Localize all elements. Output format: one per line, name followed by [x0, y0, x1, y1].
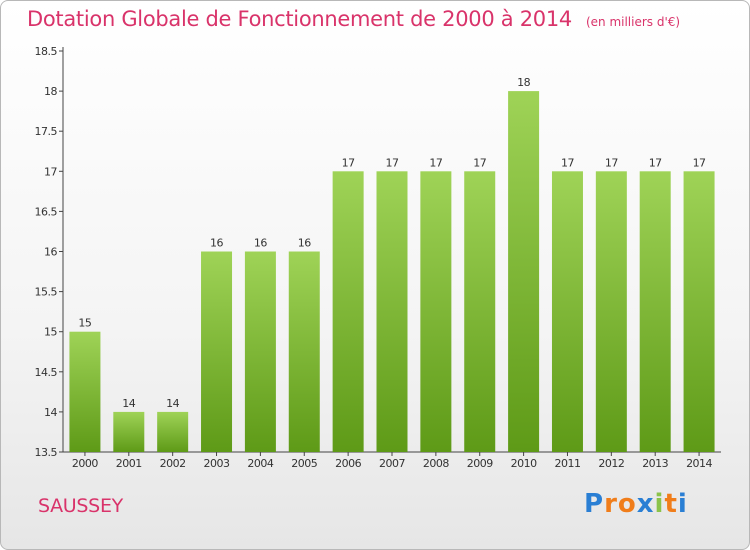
y-tick-label: 17 [44, 165, 57, 178]
bar-2001 [113, 411, 145, 452]
x-tick-label: 2010 [511, 457, 537, 470]
bar-2003 [201, 251, 233, 452]
y-tick-label: 18.5 [35, 45, 58, 58]
y-tick-label: 16.5 [35, 205, 58, 218]
x-tick-label: 2013 [642, 457, 668, 470]
bar-2014 [683, 171, 715, 453]
data-label: 15 [78, 317, 91, 330]
y-tick-label: 13.5 [35, 446, 58, 459]
bar-2009 [464, 171, 496, 453]
x-tick-label: 2003 [204, 457, 230, 470]
x-tick-label: 2005 [291, 457, 317, 470]
y-tick-label: 18 [44, 85, 57, 98]
x-tick-label: 2001 [116, 457, 142, 470]
x-tick-label: 2007 [379, 457, 405, 470]
bar-2007 [376, 171, 408, 453]
data-label: 17 [429, 156, 442, 169]
data-label: 17 [605, 156, 618, 169]
x-tick-label: 2004 [247, 457, 273, 470]
bar-2012 [595, 171, 627, 453]
x-tick-label: 2002 [160, 457, 186, 470]
title-row: Dotation Globale de Fonctionnement de 20… [27, 7, 680, 31]
logo-letter: o [617, 489, 637, 519]
bar-2000 [69, 331, 101, 452]
y-tick-label: 15 [44, 326, 57, 339]
data-label: 16 [254, 237, 267, 250]
data-label: 17 [342, 156, 355, 169]
logo-letter: t [664, 489, 678, 519]
data-label: 17 [561, 156, 574, 169]
logo-letter: r [604, 489, 618, 519]
chart-title: Dotation Globale de Fonctionnement de 20… [27, 7, 572, 31]
y-tick-label: 14.5 [35, 366, 58, 379]
y-tick-label: 16 [44, 246, 57, 259]
bar-2002 [157, 411, 189, 452]
data-label: 17 [386, 156, 399, 169]
data-label: 16 [210, 237, 223, 250]
bar-2011 [551, 171, 583, 453]
x-tick-label: 2000 [72, 457, 98, 470]
x-tick-label: 2008 [423, 457, 449, 470]
bar-2008 [420, 171, 452, 453]
proxiti-logo: Proxiti [584, 489, 688, 519]
bar-2013 [639, 171, 671, 453]
data-label: 16 [298, 237, 311, 250]
x-tick-label: 2009 [467, 457, 493, 470]
y-tick-label: 17.5 [35, 125, 58, 138]
data-label: 18 [517, 76, 530, 89]
unit-note: (en milliers d'€) [585, 15, 681, 29]
data-label: 14 [166, 397, 179, 410]
logo-letter: P [584, 489, 605, 519]
logo-letter: x [636, 489, 655, 519]
data-label: 14 [122, 397, 135, 410]
bar-2010 [508, 91, 540, 452]
bar-2005 [288, 251, 320, 452]
bar-2006 [332, 171, 364, 453]
data-label: 17 [473, 156, 486, 169]
x-tick-label: 2006 [335, 457, 361, 470]
x-tick-label: 2012 [598, 457, 624, 470]
logo-letter: i [677, 489, 688, 519]
data-label: 17 [649, 156, 662, 169]
data-label: 17 [693, 156, 706, 169]
bar-2004 [244, 251, 276, 452]
y-tick-label: 14 [44, 406, 57, 419]
y-tick-label: 15.5 [35, 286, 58, 299]
logo-letter: i [654, 489, 665, 519]
x-tick-label: 2011 [554, 457, 580, 470]
x-tick-label: 2014 [686, 457, 712, 470]
commune-name: SAUSSEY [38, 495, 123, 517]
